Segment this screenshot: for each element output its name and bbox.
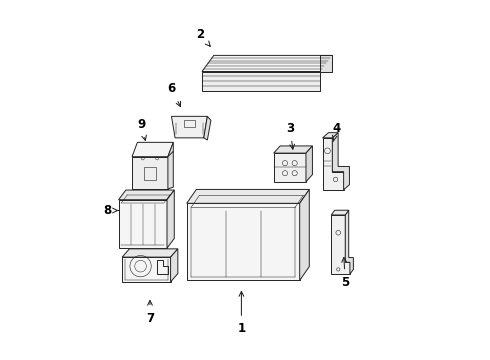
Polygon shape — [122, 257, 171, 282]
Polygon shape — [168, 151, 173, 189]
Polygon shape — [204, 116, 211, 140]
Polygon shape — [167, 190, 174, 248]
Text: 5: 5 — [342, 257, 349, 289]
Polygon shape — [274, 153, 306, 182]
Text: 1: 1 — [237, 292, 245, 335]
Polygon shape — [202, 55, 332, 72]
Text: 9: 9 — [137, 118, 147, 140]
Polygon shape — [168, 142, 173, 166]
Polygon shape — [172, 116, 207, 138]
Polygon shape — [132, 157, 168, 189]
Polygon shape — [187, 203, 300, 280]
Polygon shape — [122, 249, 178, 257]
Polygon shape — [132, 142, 173, 157]
Polygon shape — [171, 249, 178, 282]
Text: 8: 8 — [103, 204, 118, 217]
Polygon shape — [322, 138, 343, 190]
Polygon shape — [332, 133, 349, 190]
Polygon shape — [187, 189, 309, 203]
Polygon shape — [274, 146, 313, 153]
Polygon shape — [320, 55, 332, 72]
Text: 6: 6 — [168, 82, 180, 107]
Polygon shape — [331, 215, 350, 274]
Bar — [184, 120, 195, 127]
Polygon shape — [119, 200, 167, 248]
Polygon shape — [331, 210, 349, 215]
Bar — [144, 167, 156, 180]
Polygon shape — [202, 72, 320, 91]
Text: 4: 4 — [332, 122, 341, 141]
Polygon shape — [306, 146, 313, 182]
Polygon shape — [345, 210, 353, 274]
Polygon shape — [300, 189, 309, 280]
Polygon shape — [322, 133, 338, 138]
Polygon shape — [119, 190, 174, 200]
Text: 3: 3 — [286, 122, 294, 149]
Text: 7: 7 — [146, 301, 154, 325]
Text: 2: 2 — [196, 28, 210, 46]
